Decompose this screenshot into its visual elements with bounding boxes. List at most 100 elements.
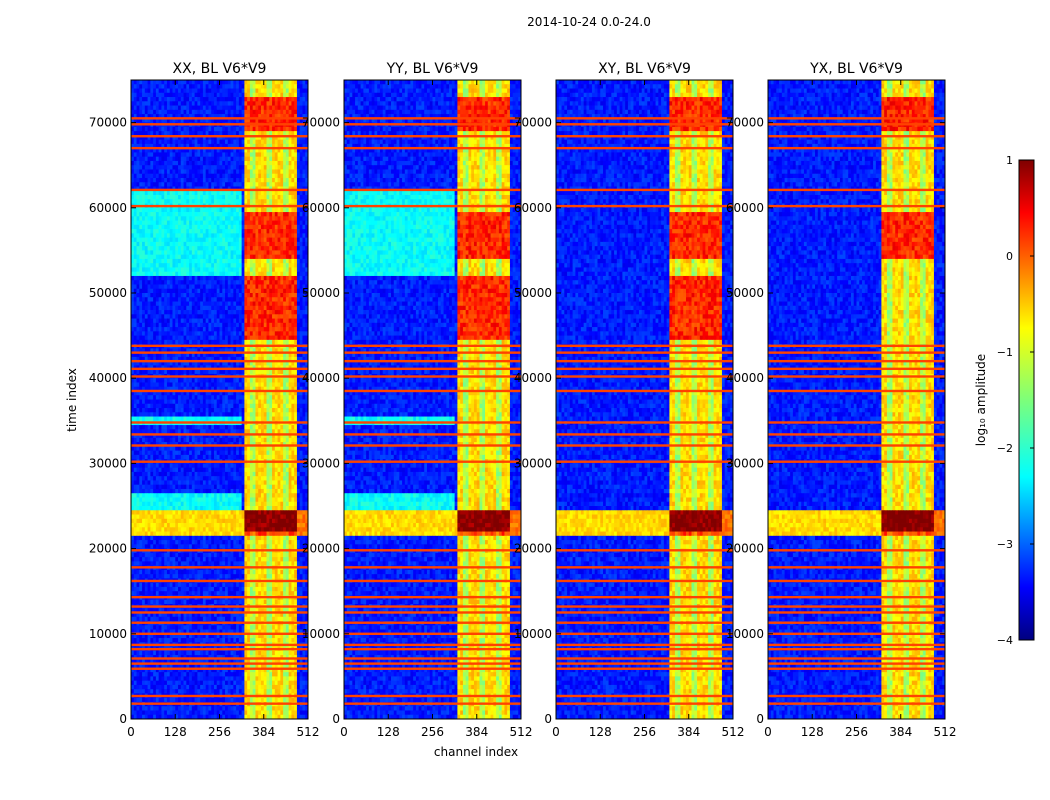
heatmap-cell [227, 165, 231, 170]
heatmap-cell [161, 207, 165, 213]
heatmap-cell [294, 318, 298, 324]
heatmap-cell [175, 216, 179, 221]
heatmap-cell [230, 105, 234, 111]
heatmap-cell [213, 224, 218, 230]
heatmap-cell [172, 403, 176, 409]
heatmap-cell [294, 348, 298, 354]
heatmap-cell [155, 173, 160, 179]
heatmap-cell [219, 284, 223, 290]
heatmap-cell [252, 250, 256, 256]
heatmap-cell [252, 339, 256, 345]
heatmap-cell [280, 156, 284, 162]
heatmap-cell [144, 216, 148, 221]
heatmap-cell [288, 229, 292, 234]
heatmap-cell [183, 250, 187, 256]
heatmap-cell [280, 246, 284, 251]
heatmap-cell [200, 241, 204, 247]
heatmap-cell [236, 233, 240, 239]
heatmap-cell [213, 139, 218, 145]
heatmap-cell [274, 305, 278, 311]
heatmap-cell [161, 233, 165, 239]
heatmap-cell [291, 403, 295, 409]
heatmap-cell [258, 190, 262, 196]
heatmap-cell [175, 241, 179, 247]
heatmap-cell [169, 212, 173, 217]
heatmap-cell [255, 267, 259, 273]
heatmap-cell [236, 118, 240, 123]
heatmap-cell [258, 109, 262, 115]
heatmap-cell [211, 199, 215, 204]
heatmap-cell [155, 361, 160, 366]
heatmap-cell [189, 195, 193, 200]
heatmap-cell [155, 143, 160, 149]
heatmap-cell [236, 335, 240, 341]
heatmap-cell [202, 195, 207, 200]
heatmap-cell [131, 199, 135, 204]
heatmap-cell [133, 118, 137, 123]
heatmap-cell [241, 246, 245, 251]
heatmap-cell [133, 284, 137, 290]
heatmap-cell [252, 237, 256, 243]
heatmap-cell [266, 131, 270, 136]
heatmap-cell [266, 284, 270, 290]
heatmap-cell [288, 92, 292, 98]
heatmap-cell [161, 114, 165, 119]
heatmap-cell [208, 382, 212, 388]
heatmap-cell [222, 156, 226, 162]
heatmap-cell [294, 403, 298, 409]
heatmap-cell [169, 263, 173, 268]
heatmap-cell [142, 224, 146, 230]
heatmap-cell [219, 139, 223, 145]
heatmap-cell [139, 182, 143, 187]
heatmap-cell [252, 97, 256, 102]
heatmap-cell [283, 212, 287, 217]
heatmap-cell [178, 361, 182, 366]
heatmap-cell [142, 348, 146, 354]
heatmap-cell [172, 126, 176, 132]
heatmap-cell [236, 378, 240, 383]
heatmap-cell [258, 263, 262, 268]
heatmap-cell [249, 314, 254, 319]
heatmap-cell [200, 105, 204, 111]
heatmap-cell [133, 263, 137, 268]
heatmap-cell [291, 386, 295, 392]
heatmap-cell [191, 233, 196, 239]
heatmap-cell [291, 297, 295, 302]
heatmap-cell [227, 177, 231, 183]
heatmap-cell [238, 229, 243, 234]
heatmap-cell [150, 156, 154, 162]
heatmap-cell [155, 207, 160, 213]
heatmap-cell [136, 284, 140, 290]
heatmap-cell [305, 131, 308, 136]
heatmap-cell [139, 212, 143, 217]
heatmap-cell [294, 190, 298, 196]
heatmap-cell [169, 258, 173, 264]
heatmap-cell [241, 177, 245, 183]
heatmap-cell [263, 356, 267, 362]
heatmap-cell [136, 156, 140, 162]
heatmap-cell [255, 237, 259, 243]
heatmap-cell [288, 275, 292, 281]
heatmap-cell [202, 352, 207, 358]
heatmap-cell [222, 335, 226, 341]
heatmap-cell [136, 399, 140, 405]
heatmap-cell [139, 348, 143, 354]
heatmap-cell [178, 126, 182, 132]
heatmap-cell [172, 348, 176, 354]
heatmap-cell [255, 403, 259, 409]
heatmap-cell [216, 135, 220, 141]
heatmap-cell [222, 224, 226, 230]
heatmap-cell [158, 258, 162, 264]
heatmap-cell [155, 224, 160, 230]
heatmap-cell [166, 356, 171, 362]
heatmap-cell [233, 335, 237, 341]
heatmap-cell [147, 216, 151, 221]
heatmap-cell [263, 220, 267, 226]
heatmap-cell [233, 224, 237, 230]
heatmap-cell [191, 177, 196, 183]
heatmap-cell [249, 301, 254, 307]
heatmap-cell [258, 284, 262, 290]
heatmap-cell [252, 390, 256, 396]
heatmap-cell [291, 241, 295, 247]
heatmap-cell [230, 118, 234, 123]
